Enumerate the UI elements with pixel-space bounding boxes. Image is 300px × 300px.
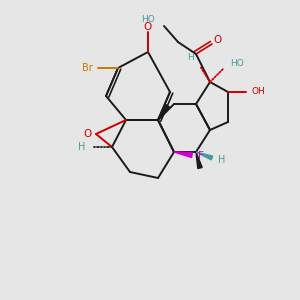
Polygon shape [196,152,213,160]
Text: H: H [78,142,85,152]
Polygon shape [196,152,202,169]
Polygon shape [174,152,192,158]
Text: F: F [198,151,204,161]
Text: O: O [84,129,92,139]
Text: H: H [218,155,225,165]
Text: HO: HO [230,59,244,68]
Text: HO: HO [141,16,155,25]
Polygon shape [158,105,170,120]
Text: OH: OH [252,88,266,97]
Text: O: O [144,22,152,32]
Text: Br: Br [82,63,93,73]
Text: H: H [187,53,194,62]
Text: O: O [214,35,222,45]
